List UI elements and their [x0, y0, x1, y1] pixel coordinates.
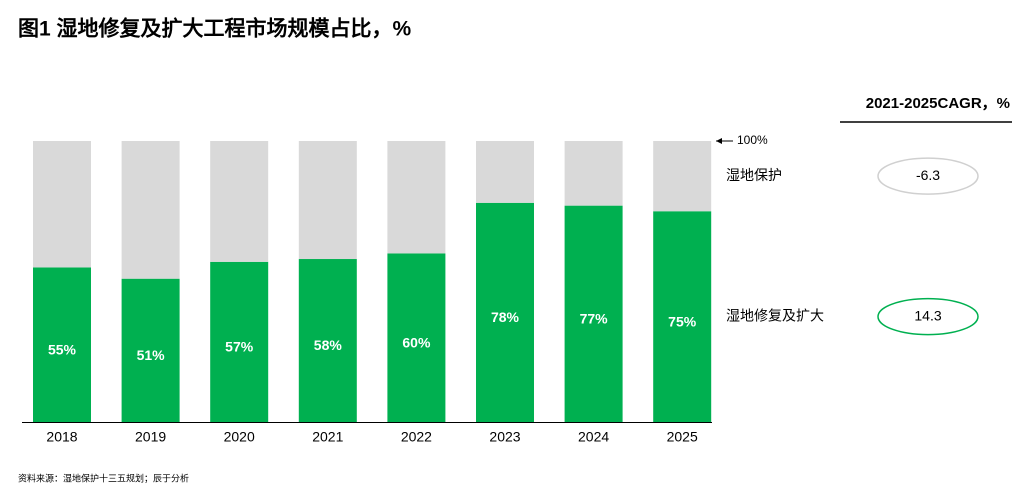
bar: [121, 141, 180, 279]
bar: [653, 141, 712, 212]
value-label: 60%: [402, 334, 431, 350]
x-tick-label: 2022: [401, 429, 432, 445]
bar: [33, 141, 91, 268]
legend-label: 湿地修复及扩大: [726, 307, 824, 323]
bar: [564, 205, 623, 422]
cagr-title: 2021-2025CAGR，%: [866, 95, 1010, 112]
value-label: 58%: [314, 337, 343, 353]
cagr-badge: [877, 157, 979, 195]
x-tick-label: 2025: [667, 429, 698, 445]
value-label: 57%: [225, 339, 254, 355]
bar: [476, 141, 534, 203]
x-tick-label: 2018: [46, 429, 77, 445]
x-tick-label: 2023: [489, 429, 520, 445]
cagr-badge: [877, 297, 979, 336]
value-label: 51%: [137, 347, 166, 363]
bar: [210, 261, 269, 422]
bar: [33, 267, 91, 422]
arrow-head: [716, 138, 722, 144]
source: 资料来源：湿地保护十三五规划；辰于分析: [18, 472, 189, 483]
y-tick-label: 100%: [737, 133, 768, 147]
value-label: 78%: [491, 309, 520, 325]
chart-title: 图1 湿地修复及扩大工程市场规模占比，%: [18, 17, 412, 41]
bar: [387, 253, 446, 422]
legend-label: 湿地保护: [726, 167, 782, 183]
bar: [121, 278, 180, 422]
cagr-value: 14.3: [914, 307, 941, 323]
x-tick-label: 2019: [135, 429, 166, 445]
value-label: 55%: [48, 341, 77, 357]
bar: [298, 259, 357, 422]
bar: [564, 141, 623, 206]
x-tick-label: 2020: [224, 429, 255, 445]
bar: [298, 141, 357, 260]
value-label: 75%: [668, 313, 697, 329]
bar: [476, 202, 534, 422]
cagr-value: -6.3: [916, 167, 940, 183]
x-tick-label: 2021: [312, 429, 343, 445]
bar: [210, 141, 269, 262]
value-label: 77%: [580, 311, 609, 327]
x-tick-label: 2024: [578, 429, 609, 445]
bar: [653, 211, 712, 422]
bar: [387, 141, 446, 254]
